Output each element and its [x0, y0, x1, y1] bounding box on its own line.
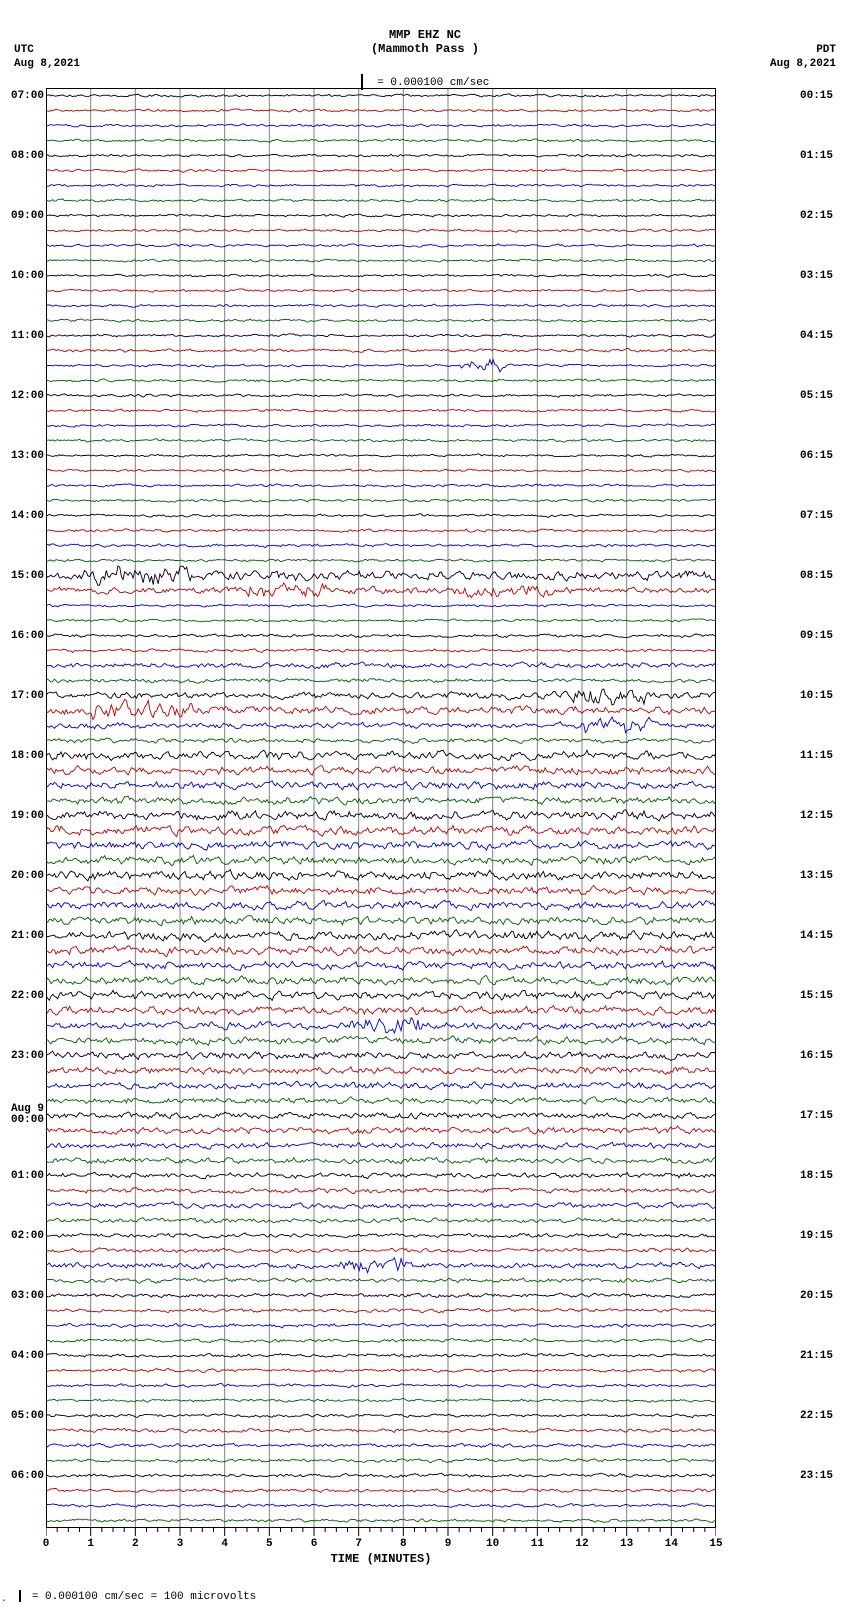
right-time-label: 16:15: [800, 1050, 844, 1062]
x-tick-label: 10: [483, 1538, 503, 1550]
left-time-label: 17:00: [0, 690, 44, 702]
left-time-label: 11:00: [0, 330, 44, 342]
left-date-rollover: Aug 900:00: [0, 1104, 44, 1126]
left-time-label: 06:00: [0, 1470, 44, 1482]
right-time-label: 07:15: [800, 510, 844, 522]
right-time-label: 01:15: [800, 150, 844, 162]
right-time-label: 06:15: [800, 450, 844, 462]
x-tick-label: 9: [438, 1538, 458, 1550]
right-time-label: 03:15: [800, 270, 844, 282]
x-tick-label: 8: [393, 1538, 413, 1550]
right-time-label: 08:15: [800, 570, 844, 582]
seismogram-svg: [46, 88, 716, 1552]
left-time-label: 19:00: [0, 810, 44, 822]
left-time-label: 08:00: [0, 150, 44, 162]
right-time-label: 12:15: [800, 810, 844, 822]
left-time-label: 20:00: [0, 870, 44, 882]
footer-text: = 0.000100 cm/sec = 100 microvolts: [32, 1591, 256, 1603]
x-tick-label: 14: [661, 1538, 681, 1550]
x-tick-label: 12: [572, 1538, 592, 1550]
right-time-label: 10:15: [800, 690, 844, 702]
left-time-label: 01:00: [0, 1170, 44, 1182]
left-time-label: 14:00: [0, 510, 44, 522]
left-time-label: 05:00: [0, 1410, 44, 1422]
left-time-label: 07:00: [0, 90, 44, 102]
left-time-label: 16:00: [0, 630, 44, 642]
footer-bar-icon: [19, 1590, 21, 1602]
right-time-label: 20:15: [800, 1290, 844, 1302]
left-time-label: 22:00: [0, 990, 44, 1002]
x-tick-label: 1: [81, 1538, 101, 1550]
right-time-label: 13:15: [800, 870, 844, 882]
x-tick-label: 15: [706, 1538, 726, 1550]
x-axis-title: TIME (MINUTES): [46, 1552, 716, 1566]
left-time-label: 09:00: [0, 210, 44, 222]
right-time-label: 23:15: [800, 1470, 844, 1482]
plot-area: [46, 88, 716, 1528]
x-tick-label: 7: [349, 1538, 369, 1550]
right-time-label: 11:15: [800, 750, 844, 762]
x-tick-label: 11: [527, 1538, 547, 1550]
left-time-label: 18:00: [0, 750, 44, 762]
right-time-label: 05:15: [800, 390, 844, 402]
x-tick-label: 5: [259, 1538, 279, 1550]
right-time-label: 02:15: [800, 210, 844, 222]
header: MMP EHZ NC (Mammoth Pass ) = 0.000100 cm…: [0, 28, 850, 90]
footer-tick: ˯: [2, 1591, 9, 1603]
right-time-label: 19:15: [800, 1230, 844, 1242]
left-time-label: 13:00: [0, 450, 44, 462]
seismogram-page: UTC Aug 8,2021 PDT Aug 8,2021 MMP EHZ NC…: [0, 0, 850, 1613]
right-time-label: 00:15: [800, 90, 844, 102]
location-title: (Mammoth Pass ): [0, 42, 850, 56]
left-time-label: 12:00: [0, 390, 44, 402]
right-time-label: 21:15: [800, 1350, 844, 1362]
left-time-label: 04:00: [0, 1350, 44, 1362]
x-tick-label: 2: [125, 1538, 145, 1550]
x-tick-label: 3: [170, 1538, 190, 1550]
left-time-label: 23:00: [0, 1050, 44, 1062]
left-time-label: 15:00: [0, 570, 44, 582]
footer: ˯ = 0.000100 cm/sec = 100 microvolts: [0, 1590, 850, 1603]
x-tick-label: 4: [215, 1538, 235, 1550]
right-time-label: 09:15: [800, 630, 844, 642]
right-time-label: 18:15: [800, 1170, 844, 1182]
right-time-label: 14:15: [800, 930, 844, 942]
left-time-label: 03:00: [0, 1290, 44, 1302]
left-time-label: 02:00: [0, 1230, 44, 1242]
right-time-label: 22:15: [800, 1410, 844, 1422]
x-tick-label: 6: [304, 1538, 324, 1550]
right-time-label: 17:15: [800, 1110, 844, 1122]
left-time-label: 21:00: [0, 930, 44, 942]
x-tick-label: 0: [36, 1538, 56, 1550]
right-time-label: 04:15: [800, 330, 844, 342]
station-title: MMP EHZ NC: [0, 28, 850, 42]
right-time-label: 15:15: [800, 990, 844, 1002]
x-tick-label: 13: [617, 1538, 637, 1550]
left-time-label: 10:00: [0, 270, 44, 282]
